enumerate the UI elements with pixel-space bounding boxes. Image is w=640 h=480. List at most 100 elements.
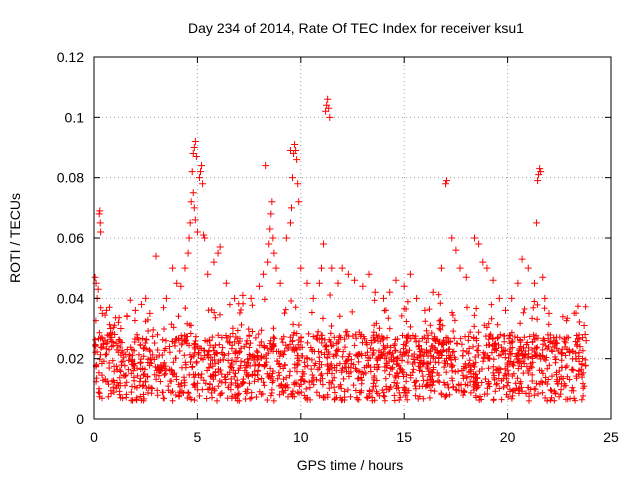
data-point <box>371 288 379 296</box>
data-point <box>190 204 198 212</box>
data-point <box>199 180 207 188</box>
data-point <box>551 340 559 348</box>
data-point <box>272 264 280 272</box>
data-point <box>286 219 294 227</box>
y-tick-label: 0.06 <box>57 230 84 246</box>
data-point <box>142 294 150 302</box>
data-point <box>502 306 510 314</box>
data-point <box>338 264 346 272</box>
data-point <box>267 210 275 218</box>
data-point <box>181 264 189 272</box>
data-point <box>452 246 460 254</box>
data-point <box>289 174 297 182</box>
data-point <box>400 282 408 290</box>
data-point <box>260 270 268 278</box>
data-point <box>334 279 342 287</box>
data-point <box>98 309 106 317</box>
data-point <box>380 294 388 302</box>
data-point <box>276 279 284 287</box>
data-point <box>131 306 139 314</box>
axis-ticks <box>93 56 612 420</box>
x-axis-title: GPS time / hours <box>297 457 404 473</box>
y-axis-title: ROTI / TECUs <box>7 193 23 283</box>
data-point <box>483 264 491 272</box>
data-point <box>146 309 154 317</box>
data-point <box>326 113 334 121</box>
data-point <box>200 231 208 239</box>
data-point <box>269 234 277 242</box>
y-tick-label: 0.04 <box>57 290 84 306</box>
data-point <box>471 234 479 242</box>
data-point <box>448 234 456 242</box>
data-point <box>359 282 367 290</box>
data-point <box>265 240 273 248</box>
data-point <box>188 168 196 176</box>
data-point <box>96 207 104 215</box>
y-tick-label: 0.02 <box>57 351 84 367</box>
data-point <box>581 331 589 339</box>
data-point <box>268 198 276 206</box>
data-point <box>303 279 311 287</box>
data-point <box>297 264 305 272</box>
dense-marker-band <box>92 291 589 404</box>
x-tick-label: 10 <box>293 429 309 445</box>
data-point <box>344 270 352 278</box>
data-point <box>190 144 198 151</box>
data-point <box>270 249 278 257</box>
data-point <box>320 240 328 248</box>
data-point <box>580 321 588 329</box>
data-point <box>541 294 549 302</box>
data-point <box>214 249 222 257</box>
data-point <box>107 325 115 332</box>
y-tick-label: 0 <box>76 411 84 427</box>
data-point <box>184 249 192 257</box>
data-point <box>239 291 247 299</box>
y-tick-labels: 0 0.02 0.04 0.06 0.08 0.1 0.12 <box>57 49 84 427</box>
data-point <box>576 343 584 351</box>
data-point <box>247 294 255 302</box>
data-point <box>324 95 332 103</box>
data-points <box>91 95 590 363</box>
data-point <box>94 285 102 293</box>
data-point <box>262 162 270 170</box>
data-point <box>442 180 450 188</box>
data-point <box>286 147 294 155</box>
chart-title: Day 234 of 2014, Rate Of TEC Index for r… <box>188 20 524 36</box>
data-point <box>295 198 303 206</box>
data-point <box>317 264 325 272</box>
data-point <box>325 104 333 112</box>
data-point <box>566 349 574 357</box>
data-point <box>437 264 445 272</box>
data-point <box>264 258 272 266</box>
data-point <box>413 294 421 302</box>
data-point <box>197 168 205 176</box>
data-point <box>117 325 125 332</box>
data-point <box>315 279 323 287</box>
data-point <box>102 306 110 314</box>
data-band <box>92 291 589 404</box>
data-point <box>443 177 451 185</box>
data-point <box>95 210 103 218</box>
data-point <box>530 279 538 287</box>
data-point <box>195 174 203 182</box>
data-point <box>536 165 544 173</box>
data-point <box>534 177 542 185</box>
data-point <box>291 140 299 148</box>
data-point <box>210 258 218 266</box>
data-point <box>462 273 470 281</box>
data-point <box>189 189 197 197</box>
x-tick-label: 25 <box>603 429 619 445</box>
data-point <box>518 255 526 263</box>
data-point <box>533 219 541 227</box>
data-point <box>185 234 193 242</box>
data-point <box>386 288 394 296</box>
data-point <box>162 294 170 302</box>
x-tick-label: 20 <box>500 429 516 445</box>
data-point <box>545 309 553 317</box>
data-point <box>186 219 194 227</box>
data-point <box>255 282 263 290</box>
data-point <box>524 264 532 272</box>
data-point <box>479 258 487 266</box>
data-point <box>216 243 224 251</box>
y-tick-label: 0.1 <box>65 109 85 125</box>
